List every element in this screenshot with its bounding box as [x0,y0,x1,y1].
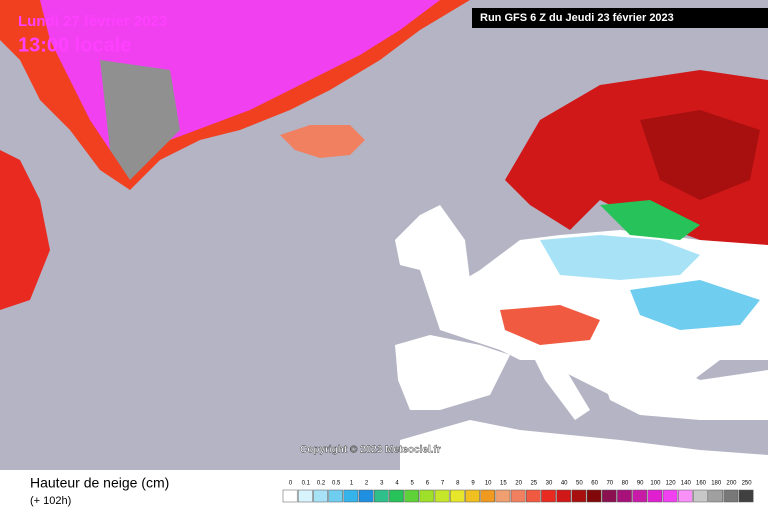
legend-swatch [510,489,526,503]
legend-swatch [465,489,480,503]
legend-swatch [556,489,572,503]
finland-deep [640,110,760,200]
legend-swatch [677,489,693,503]
legend-swatch [434,489,450,503]
legend-label: 80 [622,481,629,487]
legend-label: 4 [395,481,399,487]
snow-east [630,280,760,330]
legend-swatch [419,489,435,503]
legend-label: 5 [411,481,415,487]
forecast-time: 13:00 locale [18,34,131,56]
legend-swatch [282,489,298,503]
baltic-snow [600,200,700,240]
legend-swatch [647,489,663,503]
greenland-deep [100,60,180,180]
run-info: Run GFS 6 Z du Jeudi 23 février 2023 [480,12,674,24]
legend-label: 50 [576,481,583,487]
legend-swatch [495,489,511,503]
legend-swatch [723,489,739,503]
snow-central-europe [540,235,700,280]
continent [430,230,768,400]
legend-label: 0.2 [317,481,326,487]
legend-label: 2 [365,481,369,487]
legend-swatch [525,489,541,503]
legend-scale: 0 0.1 0.2 0.5 1 2 3 4 5 6 7 8 9 10 15 20 25 30 40 50 60 70 80 9… [282,481,754,503]
legend-label: 250 [742,481,753,487]
italy [530,350,590,420]
legend-swatch [389,489,404,503]
iceland [280,125,365,158]
legend-label: 180 [711,481,722,487]
legend-label: 30 [546,481,553,487]
legend-swatch [541,489,556,503]
legend-label: 0 [289,481,293,487]
legend-label: 20 [515,481,522,487]
legend-label: 40 [561,481,568,487]
run-banner [472,8,768,28]
legend-swatch [571,489,587,503]
legend-swatch [328,489,344,503]
legend-label: 15 [500,481,507,487]
legend-label: 9 [471,481,475,487]
legend-label: 200 [726,481,737,487]
legend-label: 7 [441,481,445,487]
legend-swatch [601,489,617,503]
legend-label: 70 [606,481,613,487]
legend-label: 100 [650,481,661,487]
legend-swatch [343,489,359,503]
copyright: Copyright © 2023 Meteociel.fr [300,445,441,456]
snow-alps [500,305,600,345]
legend-label: 25 [530,481,537,487]
legend-swatch [586,489,602,503]
legend-swatch [404,489,420,503]
legend-label: 8 [456,481,460,487]
legend-swatch [632,489,648,503]
legend-swatch [738,489,754,503]
legend-swatch [313,489,328,503]
legend-swatch [708,489,724,503]
legend-label: 1 [350,481,354,487]
north-africa [400,420,768,470]
legend-title: Hauteur de neige (cm) [30,475,169,491]
british-isles [395,205,470,300]
legend-label: 0.5 [332,481,341,487]
legend-label: 140 [681,481,692,487]
legend-label: 120 [666,481,677,487]
balkans-turkey [600,360,768,420]
legend-lead: (+ 102h) [30,495,71,507]
legend-label: 160 [696,481,707,487]
forecast-date: Lundi 27 février 2023 [18,13,167,30]
legend-swatch [617,489,632,503]
legend-label: 10 [485,481,492,487]
legend-swatch [358,489,374,503]
legend-label: 60 [591,481,598,487]
legend-label: 6 [426,481,430,487]
legend-swatch [373,489,389,503]
legend-swatch [297,489,313,503]
legend-label: 3 [380,481,384,487]
legend-swatch [480,489,496,503]
legend-swatch [662,489,678,503]
iberia [395,335,510,410]
legend-label: 90 [637,481,644,487]
legend-swatch [693,489,708,503]
legend-swatch [449,489,465,503]
legend-label: 0.1 [302,481,311,487]
labrador [0,150,50,310]
